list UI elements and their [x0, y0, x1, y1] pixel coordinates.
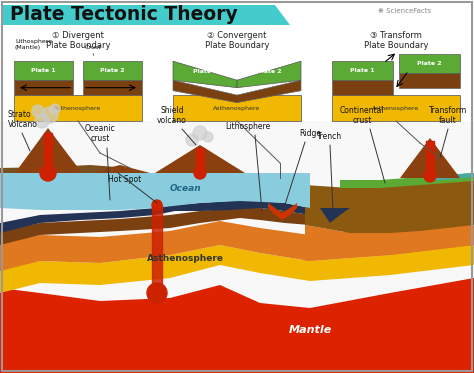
Polygon shape — [340, 173, 474, 188]
Polygon shape — [173, 61, 237, 88]
Bar — [332, 61, 393, 80]
Polygon shape — [0, 278, 474, 373]
Circle shape — [40, 165, 56, 181]
Text: Hot Spot: Hot Spot — [108, 175, 141, 184]
Polygon shape — [0, 173, 310, 210]
Text: Trench: Trench — [318, 132, 343, 141]
Circle shape — [35, 114, 49, 128]
Polygon shape — [430, 173, 474, 181]
Polygon shape — [0, 218, 474, 271]
Circle shape — [186, 134, 198, 146]
Text: Asthenosphere: Asthenosphere — [213, 106, 261, 110]
Text: Asthenosphere: Asthenosphere — [146, 254, 224, 263]
Bar — [14, 61, 73, 80]
Text: Strato
Volcano: Strato Volcano — [8, 110, 38, 129]
Bar — [83, 80, 142, 95]
Polygon shape — [0, 208, 310, 245]
Text: Mantle: Mantle — [288, 325, 332, 335]
Text: ② Convergent
Plate Boundary: ② Convergent Plate Boundary — [205, 31, 269, 50]
Polygon shape — [237, 61, 301, 88]
Polygon shape — [173, 80, 301, 103]
Bar — [399, 73, 460, 88]
Text: Continental
crust: Continental crust — [340, 106, 384, 125]
Text: Lithosphere: Lithosphere — [225, 122, 271, 131]
Text: Plate 1: Plate 1 — [350, 68, 375, 73]
Text: Plate 2: Plate 2 — [257, 69, 281, 74]
Bar — [332, 95, 460, 121]
Bar — [0, 121, 474, 193]
Bar — [14, 80, 73, 95]
Circle shape — [147, 283, 167, 303]
Text: Plate 1: Plate 1 — [193, 69, 217, 74]
Text: Plate 2: Plate 2 — [417, 61, 442, 66]
Text: Crust: Crust — [85, 45, 102, 50]
Circle shape — [32, 105, 44, 117]
Text: Plate 2: Plate 2 — [100, 68, 125, 73]
Text: Shield
volcano: Shield volcano — [157, 106, 187, 125]
Bar — [14, 95, 142, 121]
Text: Ocean: Ocean — [169, 184, 201, 193]
Bar — [173, 95, 301, 121]
Bar — [332, 80, 393, 95]
Text: Asthenosphere: Asthenosphere — [55, 106, 101, 110]
Text: Lithosphere
(Mantle): Lithosphere (Mantle) — [15, 39, 52, 50]
Text: Plate 1: Plate 1 — [31, 68, 56, 73]
Polygon shape — [155, 145, 245, 173]
Text: Transform
fault: Transform fault — [429, 106, 467, 125]
Polygon shape — [0, 243, 474, 293]
Text: Plate Tectonic Theory: Plate Tectonic Theory — [10, 6, 238, 25]
Polygon shape — [268, 203, 297, 220]
Circle shape — [194, 167, 206, 179]
Text: Oceanic
crust: Oceanic crust — [85, 123, 115, 143]
Polygon shape — [400, 138, 460, 178]
Polygon shape — [0, 165, 130, 173]
Polygon shape — [0, 201, 310, 233]
Circle shape — [193, 126, 207, 140]
Polygon shape — [2, 5, 290, 25]
Text: Asthenosphere: Asthenosphere — [373, 106, 419, 110]
Bar — [399, 54, 460, 73]
Polygon shape — [320, 208, 350, 223]
Bar — [0, 193, 474, 373]
Polygon shape — [305, 173, 474, 233]
Polygon shape — [15, 128, 82, 173]
Polygon shape — [90, 165, 150, 173]
Circle shape — [42, 107, 58, 123]
Circle shape — [424, 170, 436, 182]
Text: ① Divergent
Plate Boundary: ① Divergent Plate Boundary — [46, 31, 110, 50]
Circle shape — [152, 200, 162, 210]
Polygon shape — [305, 225, 474, 261]
Circle shape — [203, 132, 213, 142]
Bar — [83, 61, 142, 80]
Text: ③ Transform
Plate Boundary: ③ Transform Plate Boundary — [364, 31, 428, 50]
Text: ❋ ScienceFacts: ❋ ScienceFacts — [378, 8, 431, 14]
Text: Ridge: Ridge — [299, 129, 321, 138]
Circle shape — [50, 104, 60, 114]
